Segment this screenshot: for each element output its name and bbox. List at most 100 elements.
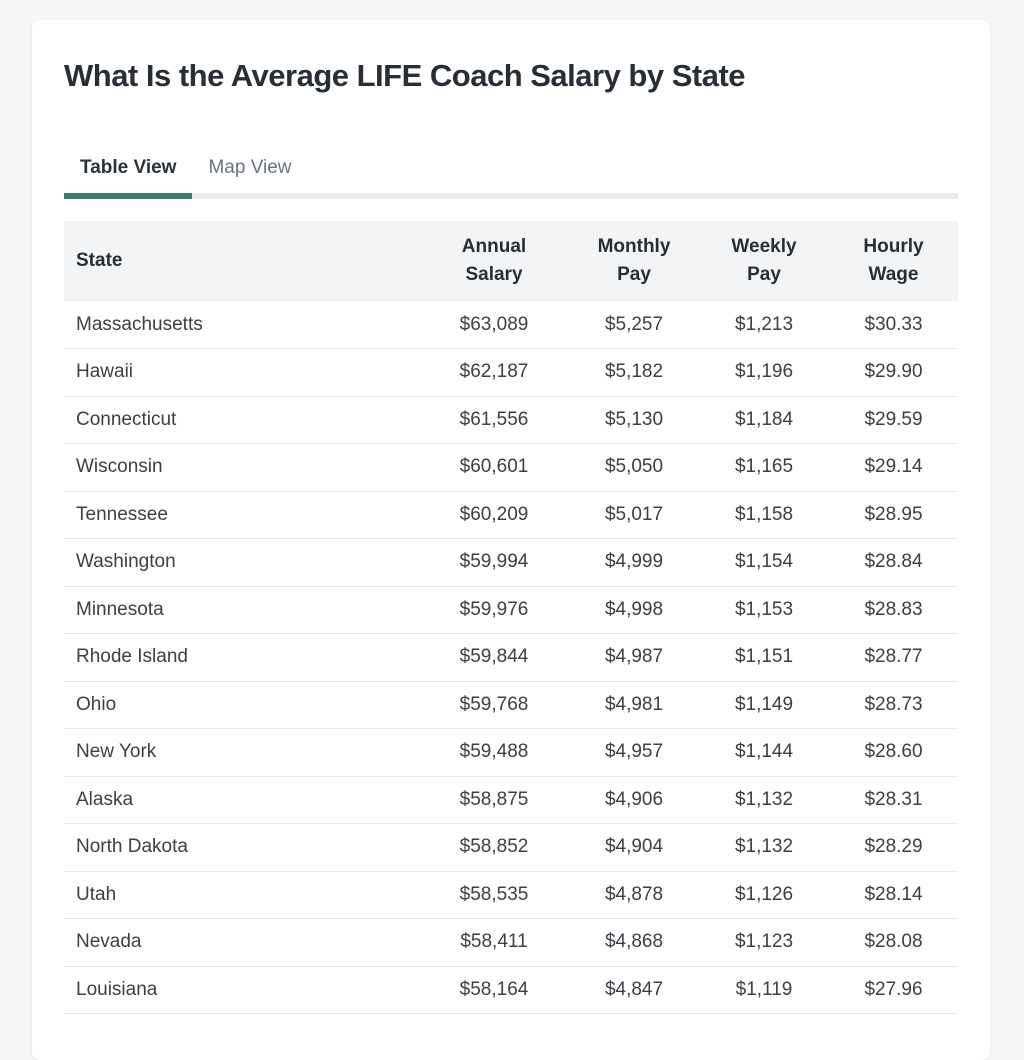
table-row: Utah $58,535 $4,878 $1,126 $28.14 [64,870,958,919]
view-tabs: Table View Map View [64,156,958,199]
column-header: State [64,221,419,301]
value-cell: $59,844 [419,633,569,681]
table-row: Alaska $58,875 $4,906 $1,132 $28.31 [64,775,958,824]
value-cell: $4,999 [569,538,699,586]
table-row: Wisconsin $60,601 $5,050 $1,165 $29.14 [64,443,958,491]
salary-widget-card: What Is the Average LIFE Coach Salary by… [32,20,990,1060]
table-row: Connecticut $61,556 $5,130 $1,184 $29.59 [64,395,958,444]
value-cell: $58,164 [419,965,569,1014]
value-cell: $58,852 [419,823,569,871]
value-cell: $5,130 [569,395,699,444]
value-cell: $28.73 [829,680,958,729]
value-cell: $28.31 [829,775,958,824]
value-cell: $5,182 [569,348,699,396]
column-header: Monthly Pay [569,221,699,301]
column-header: Weekly Pay [699,221,829,301]
state-cell: North Dakota [64,823,419,871]
state-cell: Utah [64,870,419,919]
value-cell: $28.77 [829,633,958,681]
value-cell: $1,119 [699,965,829,1014]
table-row: North Dakota $58,852 $4,904 $1,132 $28.29 [64,823,958,871]
column-header: Hourly Wage [829,221,958,301]
value-cell: $1,151 [699,633,829,681]
page-title: What Is the Average LIFE Coach Salary by… [64,58,746,93]
value-cell: $4,987 [569,633,699,681]
value-cell: $5,017 [569,490,699,539]
value-cell: $62,187 [419,348,569,396]
table-row: Washington $59,994 $4,999 $1,154 $28.84 [64,538,958,586]
value-cell: $58,411 [419,918,569,966]
table-row: Nevada $58,411 $4,868 $1,123 $28.08 [64,918,958,966]
state-cell: Connecticut [64,395,419,444]
value-cell: $60,209 [419,490,569,539]
value-cell: $28.83 [829,585,958,634]
value-cell: $58,875 [419,775,569,824]
salary-table-body: Massachusetts $63,089 $5,257 $1,213 $30.33 Ha… [64,301,958,1014]
state-cell: Tennessee [64,490,419,539]
value-cell: $4,957 [569,728,699,776]
value-cell: $4,868 [569,918,699,966]
value-cell: $28.60 [829,728,958,776]
state-cell: Hawaii [64,348,419,396]
value-cell: $4,981 [569,680,699,729]
tab-table-view[interactable]: Table View [64,156,193,199]
state-cell: Rhode Island [64,633,419,681]
state-cell: Minnesota [64,585,419,634]
value-cell: $1,132 [699,823,829,871]
value-cell: $59,768 [419,680,569,729]
value-cell: $5,257 [569,301,699,349]
value-cell: $28.14 [829,870,958,919]
value-cell: $1,158 [699,490,829,539]
value-cell: $29.90 [829,348,958,396]
value-cell: $4,847 [569,965,699,1014]
table-row: Minnesota $59,976 $4,998 $1,153 $28.83 [64,585,958,634]
value-cell: $1,154 [699,538,829,586]
table-row: Ohio $59,768 $4,981 $1,149 $28.73 [64,680,958,729]
state-cell: Alaska [64,775,419,824]
table-row: Massachusetts $63,089 $5,257 $1,213 $30.33 [64,301,958,349]
value-cell: $1,165 [699,443,829,491]
value-cell: $59,488 [419,728,569,776]
value-cell: $4,906 [569,775,699,824]
value-cell: $1,126 [699,870,829,919]
value-cell: $1,132 [699,775,829,824]
value-cell: $28.08 [829,918,958,966]
value-cell: $28.95 [829,490,958,539]
value-cell: $5,050 [569,443,699,491]
table-row: Tennessee $60,209 $5,017 $1,158 $28.95 [64,490,958,539]
column-header: Annual Salary [419,221,569,301]
table-row: Louisiana $58,164 $4,847 $1,119 $27.96 [64,965,958,1014]
value-cell: $28.84 [829,538,958,586]
value-cell: $28.29 [829,823,958,871]
value-cell: $1,144 [699,728,829,776]
value-cell: $59,976 [419,585,569,634]
value-cell: $29.59 [829,395,958,444]
state-cell: Washington [64,538,419,586]
value-cell: $1,213 [699,301,829,349]
salary-table-header: State Annual Salary Monthly Pay Weekly Pay H… [64,221,958,301]
state-cell: Massachusetts [64,301,419,349]
value-cell: $27.96 [829,965,958,1014]
value-cell: $4,878 [569,870,699,919]
header-row: State Annual Salary Monthly Pay Weekly Pay H… [64,221,958,301]
table-row: Rhode Island $59,844 $4,987 $1,151 $28.77 [64,633,958,681]
value-cell: $1,184 [699,395,829,444]
salary-table: State Annual Salary Monthly Pay Weekly Pay H… [64,221,958,1014]
value-cell: $59,994 [419,538,569,586]
value-cell: $4,998 [569,585,699,634]
value-cell: $29.14 [829,443,958,491]
state-cell: Wisconsin [64,443,419,491]
value-cell: $60,601 [419,443,569,491]
value-cell: $1,123 [699,918,829,966]
value-cell: $63,089 [419,301,569,349]
value-cell: $4,904 [569,823,699,871]
state-cell: Nevada [64,918,419,966]
value-cell: $30.33 [829,301,958,349]
value-cell: $61,556 [419,395,569,444]
tab-map-view[interactable]: Map View [192,156,307,199]
state-cell: Ohio [64,680,419,729]
table-row: New York $59,488 $4,957 $1,144 $28.60 [64,728,958,776]
value-cell: $1,196 [699,348,829,396]
state-cell: New York [64,728,419,776]
state-cell: Louisiana [64,965,419,1014]
